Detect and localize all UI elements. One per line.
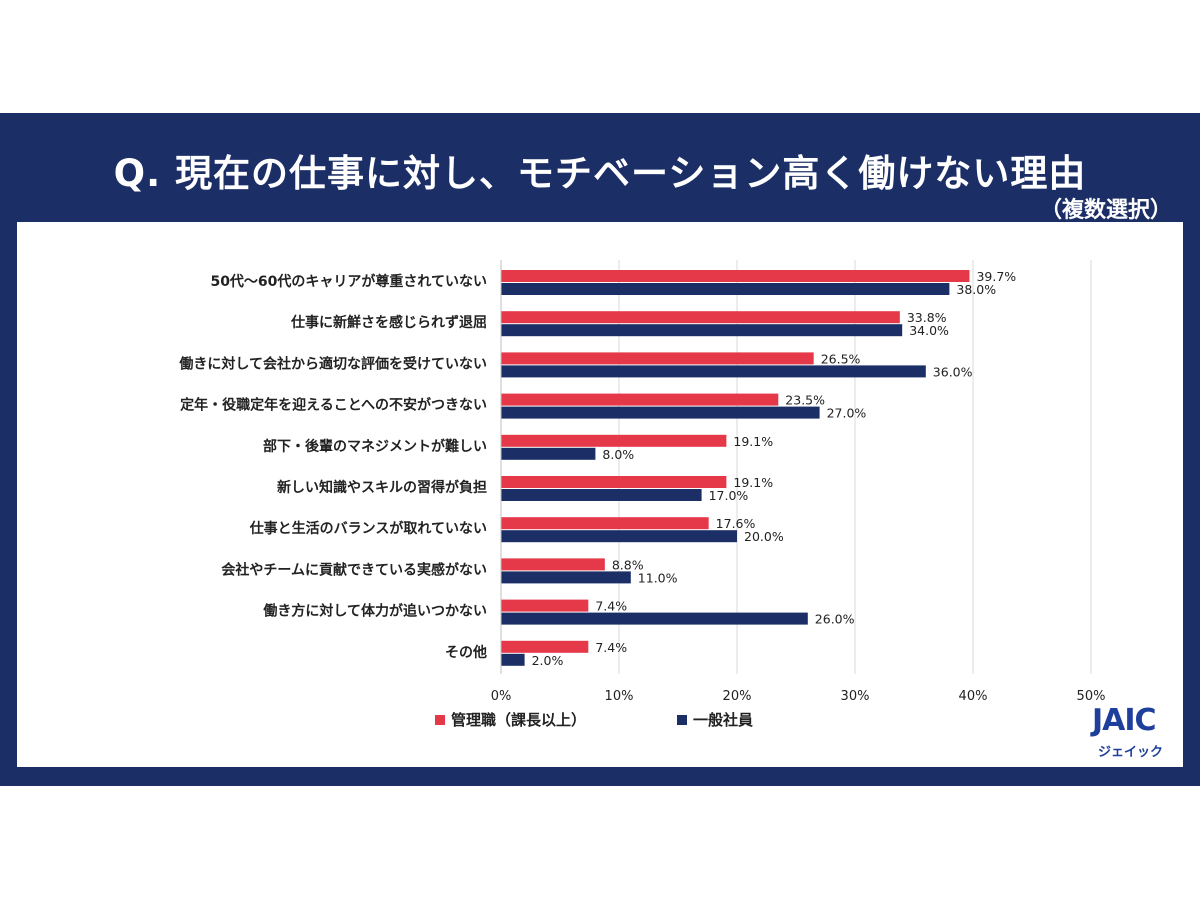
- data-label: 26.0%: [815, 612, 855, 627]
- bar-manager: [501, 558, 605, 571]
- bar-general: [501, 571, 631, 584]
- chart-panel: 0% 10% 20% 30% 40% 50% 50代～60代のキャリアが尊重されていない 39…: [17, 222, 1183, 767]
- data-label: 8.0%: [602, 447, 634, 462]
- category-label: 働きに対して会社から適切な評価を受けていない: [178, 355, 487, 372]
- data-label: 17.6%: [716, 516, 756, 531]
- bar-manager: [501, 517, 709, 530]
- bar-general: [501, 406, 820, 419]
- category-label: 部下・後輩のマネジメントが難しい: [263, 438, 487, 455]
- bar-manager: [501, 640, 589, 653]
- x-tick-label: 50%: [1077, 689, 1106, 704]
- data-label: 8.8%: [612, 557, 644, 572]
- bar-general: [501, 530, 737, 543]
- legend-swatch: [677, 715, 687, 725]
- bar-chart: 0% 10% 20% 30% 40% 50% 50代～60代のキャリアが尊重されていない 39…: [178, 260, 1106, 729]
- data-label: 7.4%: [595, 640, 627, 655]
- bar-general: [501, 447, 596, 460]
- category-label: 働き方に対して体力が追いつかない: [262, 603, 487, 620]
- data-label: 7.4%: [595, 599, 627, 614]
- chart-title: Q. 現在の仕事に対し、モチベーション高く働けない理由: [113, 152, 1087, 195]
- data-label: 23.5%: [785, 393, 825, 408]
- data-label: 38.0%: [956, 282, 996, 297]
- data-label: 19.1%: [733, 475, 773, 490]
- category-label: 会社やチームに貢献できている実感がない: [221, 561, 487, 578]
- data-label: 36.0%: [933, 364, 973, 379]
- chart-subtitle: （複数選択）: [1039, 198, 1172, 223]
- data-label: 34.0%: [909, 323, 949, 338]
- bar-manager: [501, 352, 814, 365]
- bar-manager: [501, 270, 970, 282]
- data-label: 2.0%: [532, 653, 564, 668]
- x-tick-label: 10%: [605, 689, 634, 704]
- x-tick-label: 30%: [841, 689, 870, 704]
- category-label: 定年・役職定年を迎えることへの不安がつきない: [180, 397, 487, 414]
- x-tick-label: 0%: [491, 689, 512, 704]
- bar-manager: [501, 476, 727, 488]
- data-label: 20.0%: [744, 529, 784, 544]
- logo-mark: JAIC: [1092, 703, 1157, 738]
- data-label: 33.8%: [907, 310, 947, 325]
- category-label: 50代～60代のキャリアが尊重されていない: [210, 273, 487, 290]
- bar-general: [501, 365, 926, 378]
- bar-general: [501, 324, 903, 337]
- company-logo: JAIC ジェイック: [1092, 703, 1174, 763]
- category-label: 仕事と生活のバランスが取れていない: [249, 520, 487, 537]
- category-label: 仕事に新鮮さを感じられず退屈: [290, 314, 487, 331]
- bar-manager: [501, 599, 589, 612]
- data-label: 26.5%: [821, 351, 861, 366]
- legend-label: 一般社員: [693, 711, 753, 729]
- category-label: その他: [445, 644, 487, 661]
- legend-label: 管理職（課長以上）: [451, 711, 586, 729]
- category-label: 新しい知識やスキルの習得が負担: [277, 479, 487, 496]
- data-label: 11.0%: [638, 570, 678, 585]
- bar-general: [501, 612, 808, 625]
- bar-general: [501, 653, 525, 666]
- x-tick-label: 20%: [723, 689, 752, 704]
- x-tick-label: 40%: [959, 689, 988, 704]
- bar-manager: [501, 434, 727, 447]
- logo-subtext: ジェイック: [1098, 745, 1164, 760]
- bar-general: [501, 283, 950, 295]
- bar-manager: [501, 393, 779, 406]
- bar-manager: [501, 311, 900, 324]
- data-label: 17.0%: [709, 488, 749, 503]
- legend-swatch: [435, 715, 445, 725]
- bar-general: [501, 489, 702, 501]
- data-label: 39.7%: [976, 269, 1016, 284]
- data-label: 19.1%: [733, 434, 773, 449]
- data-label: 27.0%: [827, 406, 867, 421]
